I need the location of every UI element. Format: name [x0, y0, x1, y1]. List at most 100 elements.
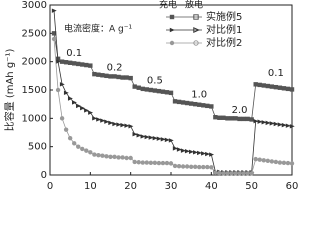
data-point [164, 137, 170, 143]
data-point [168, 138, 174, 143]
x-tick-label: 10 [84, 181, 97, 192]
data-point [148, 87, 154, 93]
data-point [96, 72, 101, 77]
data-point [273, 121, 279, 127]
legend-header: 放电 [185, 0, 203, 11]
data-point [237, 171, 242, 176]
data-point [59, 116, 65, 121]
data-point [168, 161, 174, 166]
data-point [104, 73, 109, 79]
rate-label: 1.0 [191, 90, 207, 101]
data-point [92, 71, 97, 77]
data-point [225, 116, 230, 121]
data-point [164, 90, 170, 95]
legend-header: 充电 [159, 0, 177, 11]
data-point [136, 133, 142, 138]
y-tick-label: 3000 [22, 0, 47, 11]
data-point [152, 88, 158, 93]
data-point [273, 159, 279, 165]
data-point [96, 117, 102, 122]
data-point [148, 135, 154, 140]
data-point [80, 62, 85, 67]
data-point [152, 160, 158, 166]
data-point [104, 154, 109, 159]
data-point [176, 147, 182, 152]
data-point [132, 132, 138, 137]
data-point [76, 144, 81, 149]
data-point [100, 73, 105, 78]
data-point [51, 36, 57, 42]
data-point [88, 110, 94, 115]
data-point [156, 160, 162, 166]
data-point [188, 101, 194, 106]
data-point [233, 171, 238, 176]
data-point [277, 122, 283, 127]
data-point [160, 137, 166, 142]
data-point [273, 84, 279, 90]
data-point [124, 123, 130, 128]
data-point [176, 99, 182, 105]
y-tick-label: 2000 [22, 57, 47, 68]
data-point [100, 118, 106, 123]
data-point [144, 134, 150, 140]
data-point [193, 101, 198, 107]
data-point [257, 119, 263, 124]
data-point [59, 82, 65, 87]
data-point [124, 155, 129, 161]
data-point [96, 152, 101, 158]
data-point [188, 164, 194, 169]
data-point [197, 164, 202, 170]
rate-label: 0.5 [147, 75, 163, 86]
data-point [269, 159, 275, 164]
data-point [88, 150, 93, 155]
data-point [144, 87, 149, 92]
data-point [277, 85, 283, 90]
data-point [172, 146, 178, 151]
data-point [269, 121, 275, 126]
data-point [63, 90, 69, 96]
data-point [265, 120, 271, 126]
x-tick-label: 0 [47, 181, 53, 192]
y-tick-label: 1500 [22, 85, 47, 96]
data-point [281, 160, 287, 166]
data-point [144, 160, 149, 165]
data-point [92, 152, 97, 157]
data-point [80, 105, 85, 111]
data-point [184, 164, 190, 169]
data-point [108, 120, 114, 126]
data-point [261, 158, 266, 163]
data-point [84, 62, 89, 68]
data-point [84, 108, 89, 113]
data-point [124, 75, 129, 80]
data-point [132, 159, 137, 165]
data-point [188, 149, 194, 154]
data-point [72, 61, 77, 66]
data-point [233, 116, 238, 121]
data-point [193, 150, 198, 155]
data-point [285, 160, 291, 166]
data-point [67, 135, 73, 141]
data-point [184, 149, 190, 154]
data-point [209, 104, 214, 109]
data-point [265, 158, 270, 164]
data-point [281, 122, 287, 128]
data-point [269, 84, 275, 89]
data-point [245, 116, 250, 122]
data-point [55, 87, 61, 93]
data-point [261, 83, 266, 88]
data-point [221, 171, 226, 176]
data-point [197, 150, 202, 156]
data-point [108, 74, 113, 79]
data-point [104, 119, 110, 124]
y-tick-label: 500 [28, 142, 47, 153]
data-point [168, 90, 174, 96]
data-point [51, 8, 57, 13]
data-point [201, 103, 206, 108]
data-point [116, 74, 121, 80]
data-point [180, 148, 186, 153]
data-point [217, 170, 222, 176]
data-point [285, 123, 291, 128]
y-tick-label: 2500 [22, 28, 47, 39]
data-point [184, 100, 190, 106]
data-point [136, 160, 141, 165]
